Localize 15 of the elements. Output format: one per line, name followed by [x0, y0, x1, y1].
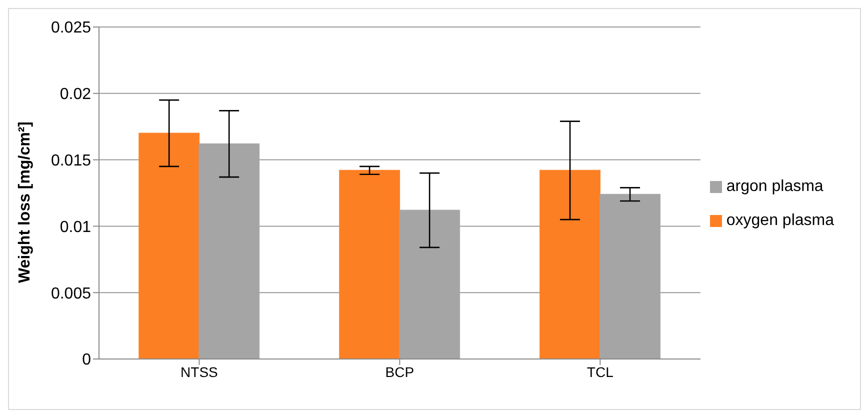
bar [339, 170, 400, 359]
x-tick-label: TCL [586, 364, 614, 380]
y-tick-label: 0 [82, 352, 92, 369]
y-axis-title: Weight loss [mg/cm²] [16, 122, 34, 283]
x-tick-label: BCP [385, 364, 414, 380]
legend-label: oxygen plasma [726, 212, 834, 229]
y-tick-label: 0.02 [60, 86, 92, 104]
x-tick-label: NTSS [180, 364, 218, 380]
y-tick-label: 0.005 [50, 285, 92, 302]
bar [138, 132, 200, 359]
legend-label: argon plasma [726, 178, 824, 195]
y-tick-label: 0.01 [60, 218, 92, 236]
bar [540, 170, 601, 359]
y-tick-label: 0.025 [50, 20, 92, 37]
y-tick-label: 0.015 [50, 152, 92, 170]
